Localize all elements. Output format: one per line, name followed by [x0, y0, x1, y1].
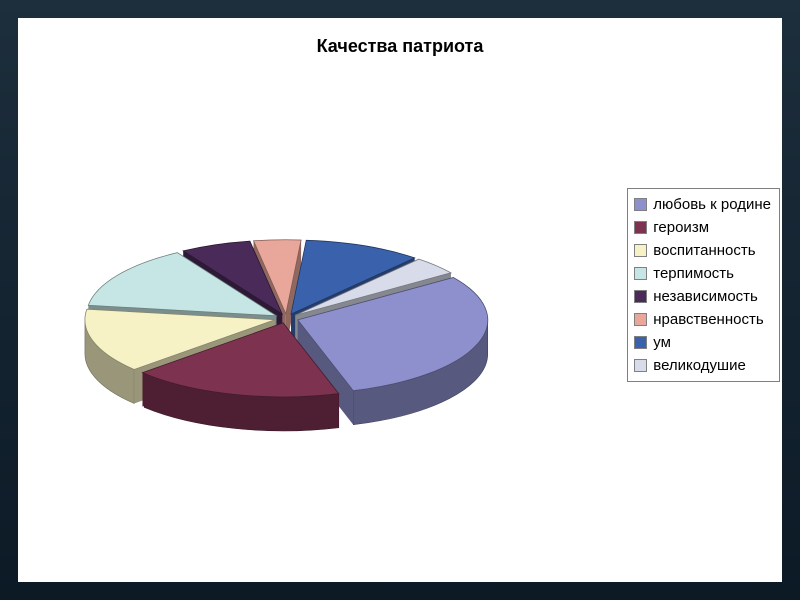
legend-item: нравственность [632, 308, 773, 331]
legend-label: нравственность [653, 311, 763, 328]
legend-item: любовь к родине [632, 193, 773, 216]
chart-legend: любовь к родине героизм воспитанность терпи… [627, 188, 780, 382]
legend-swatch [634, 359, 647, 372]
legend-swatch [634, 313, 647, 326]
legend-label: воспитанность [653, 242, 755, 259]
legend-item: воспитанность [632, 239, 773, 262]
legend-label: великодушие [653, 357, 746, 374]
chart-panel: Качества патриота любовь к родине героизм… [18, 18, 782, 582]
legend-swatch [634, 336, 647, 349]
legend-label: терпимость [653, 265, 734, 282]
chart-title: Качества патриота [18, 36, 782, 57]
legend-label: любовь к родине [653, 196, 771, 213]
legend-item: терпимость [632, 262, 773, 285]
legend-item: независимость [632, 285, 773, 308]
legend-label: ум [653, 334, 671, 351]
legend-swatch [634, 244, 647, 257]
legend-swatch [634, 221, 647, 234]
presentation-frame: Качества патриота любовь к родине героизм… [0, 0, 800, 600]
legend-item: великодушие [632, 354, 773, 377]
legend-item: ум [632, 331, 773, 354]
legend-label: независимость [653, 288, 758, 305]
legend-swatch [634, 290, 647, 303]
legend-item: героизм [632, 216, 773, 239]
legend-swatch [634, 198, 647, 211]
legend-label: героизм [653, 219, 709, 236]
legend-swatch [634, 267, 647, 280]
